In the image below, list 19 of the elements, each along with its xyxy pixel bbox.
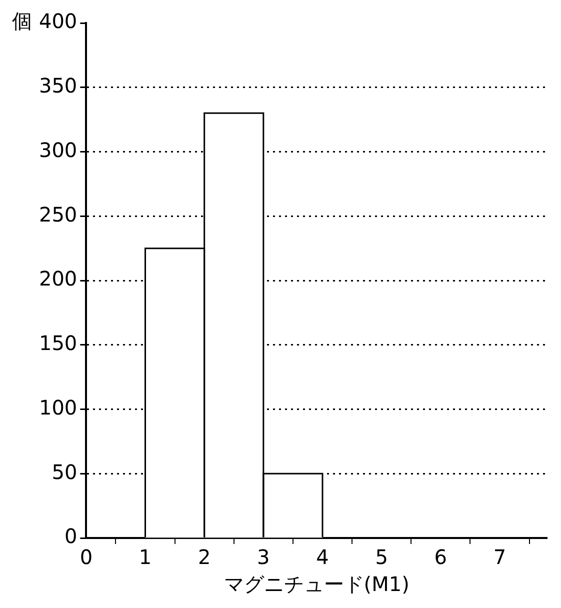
x-tick-label: 6 (434, 545, 448, 570)
y-axis-title: 個 (12, 9, 32, 34)
x-tick-label: 1 (138, 545, 152, 570)
y-tick-label: 0 (64, 524, 78, 548)
x-tick-label: 3 (257, 545, 270, 570)
x-tick-label: 7 (493, 545, 506, 570)
x-tick-label: 2 (198, 545, 211, 570)
y-tick-label: 350 (38, 74, 78, 98)
y-tick-label: 50 (52, 460, 78, 484)
y-tick-label: 300 (38, 138, 78, 162)
x-axis-title: マグニチュード(M1) (224, 572, 410, 596)
y-tick-label: 100 (38, 395, 78, 420)
y-tick-label: 250 (38, 202, 78, 226)
y-tick-label: 400 (38, 9, 78, 34)
x-tick-label: 4 (316, 545, 329, 570)
y-tick-label: 150 (38, 331, 78, 356)
x-tick-label: 0 (80, 545, 93, 570)
y-tick-label: 200 (38, 266, 78, 291)
x-tick-label: 5 (375, 545, 388, 570)
